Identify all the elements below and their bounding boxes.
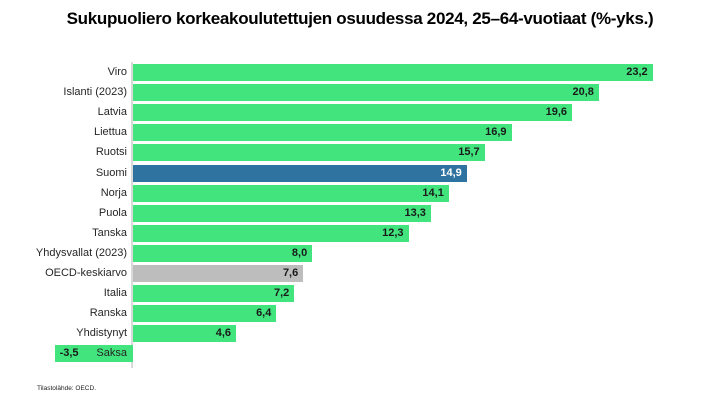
value-label: 4,6 — [215, 327, 232, 340]
bar: 7,2 — [133, 285, 295, 303]
bar: 14,9 — [133, 164, 467, 182]
bar: 13,3 — [133, 204, 431, 222]
bar-row: 14,9 Suomi — [0, 164, 720, 182]
bar: 8,0 — [133, 244, 313, 262]
category-label: Ranska — [89, 307, 127, 320]
value-label: 8,0 — [291, 246, 308, 259]
source-note: Tilastolähde: OECD. — [37, 385, 97, 392]
bar: 15,7 — [133, 144, 485, 162]
bar: 12,3 — [133, 224, 409, 242]
value-label: 6,4 — [256, 307, 272, 320]
bar: 20,8 — [133, 84, 599, 102]
category-label: Liettua — [93, 126, 127, 139]
bar-row: 20,8 Islanti (2023) — [0, 84, 720, 102]
bar-row: 7,2 Italia — [0, 285, 720, 303]
category-label: Viro — [107, 66, 127, 78]
category-label: Yhdysvallat (2023) — [35, 246, 127, 259]
bar-row: 7,6 OECD-keskiarvo — [0, 265, 720, 282]
bar: 14,1 — [133, 184, 449, 202]
bar-row: 15,7 Ruotsi — [0, 144, 720, 162]
bar-row: 12,3 Tanska — [0, 224, 720, 242]
bar: 4,6 — [133, 325, 237, 343]
category-label: Italia — [103, 287, 127, 300]
bar-chart: 23,2 Viro 20,8 Islanti (2023) 19,6 Latvia 16,9… — [0, 64, 720, 369]
bar: -3,5 — [54, 345, 133, 363]
category-label: OECD-keskiarvo — [45, 267, 127, 279]
bar: 19,6 — [133, 104, 573, 122]
bar: 6,4 — [133, 305, 277, 323]
bar: 23,2 — [133, 64, 653, 81]
category-label: Latvia — [97, 106, 127, 119]
bar-row: 14,1 Norja — [0, 184, 720, 202]
category-label: Yhdistynyt — [76, 327, 127, 340]
category-label: Islanti (2023) — [63, 86, 127, 99]
value-label: 13,3 — [404, 206, 426, 219]
value-label: 7,6 — [282, 267, 299, 279]
bar-row: -3,5 Saksa — [0, 345, 720, 363]
axis-line — [131, 62, 133, 368]
category-label: Tanska — [92, 226, 127, 239]
value-label: 20,8 — [572, 86, 594, 99]
bar-row: 16,9 Liettua — [0, 124, 720, 142]
bar-row: 23,2 Viro — [0, 64, 720, 81]
chart-title: Sukupuoliero korkeakoulutettujen osuudes… — [66, 9, 654, 28]
bar-row: 4,6 Yhdistynyt — [0, 325, 720, 343]
category-label: Suomi — [95, 166, 127, 179]
bar: 16,9 — [133, 124, 512, 142]
value-label: 23,2 — [626, 66, 648, 78]
value-label: 14,9 — [440, 166, 462, 179]
bar-row: 19,6 Latvia — [0, 104, 720, 122]
bar-row: 6,4 Ranska — [0, 305, 720, 323]
value-label: 16,9 — [485, 126, 507, 139]
value-label: 14,1 — [422, 186, 444, 199]
value-label: 19,6 — [545, 106, 568, 119]
value-label: 15,7 — [458, 146, 480, 159]
bar-row: 13,3 Puola — [0, 204, 720, 222]
category-label: Saksa — [96, 347, 127, 360]
category-label: Ruotsi — [95, 146, 127, 159]
bar: 7,6 — [133, 265, 304, 282]
category-label: Puola — [98, 206, 127, 219]
value-label: 12,3 — [382, 226, 404, 239]
value-label: 7,2 — [273, 287, 290, 300]
bar-row: 8,0 Yhdysvallat (2023) — [0, 244, 720, 262]
value-label: -3,5 — [59, 347, 79, 360]
category-label: Norja — [100, 186, 127, 199]
